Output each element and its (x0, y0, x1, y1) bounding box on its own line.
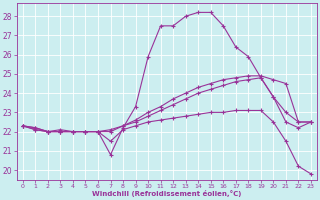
X-axis label: Windchill (Refroidissement éolien,°C): Windchill (Refroidissement éolien,°C) (92, 190, 242, 197)
